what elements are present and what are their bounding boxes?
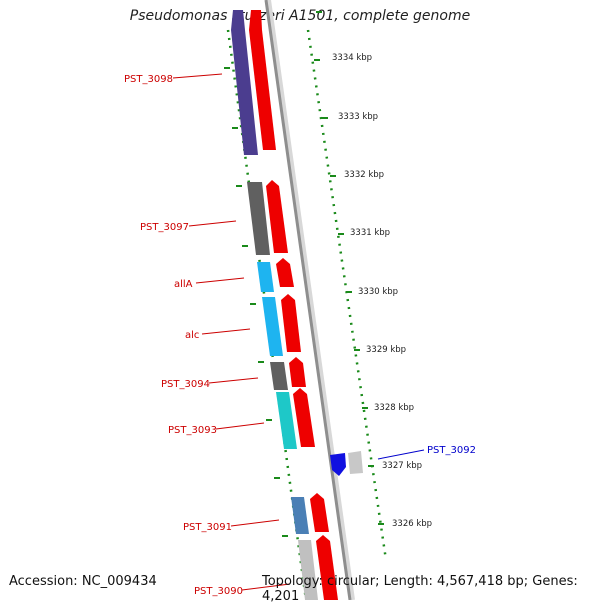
- gene-label-pst3098[interactable]: PST_3098: [124, 74, 173, 85]
- backbone-shadow: [265, 0, 355, 600]
- gene-pst3097-cds[interactable]: [247, 182, 270, 255]
- backbone: [264, 0, 352, 600]
- gene-alla-cds[interactable]: [257, 262, 274, 292]
- right-major-ticks: [314, 11, 384, 525]
- right-dotted-ruler: [306, 29, 388, 561]
- gene-pst3093-cds[interactable]: [276, 392, 297, 449]
- gene-label-pst3093[interactable]: PST_3093: [168, 425, 217, 436]
- scale-label: 3326 kbp: [392, 519, 432, 529]
- gene-label-pst3092[interactable]: PST_3092: [427, 445, 476, 456]
- map-title: Pseudomonas stutzeri A1501, complete gen…: [129, 8, 471, 24]
- gene-label-pst3094[interactable]: PST_3094: [161, 379, 210, 390]
- gene-pst3094-strand[interactable]: [289, 357, 306, 387]
- scale-label: 3327 kbp: [382, 461, 422, 471]
- gene-pst3098-cds[interactable]: [231, 30, 258, 155]
- gene-pst3091-cds[interactable]: [291, 497, 309, 534]
- accession-text: Accession: NC_009434: [9, 574, 157, 589]
- gene-pst3091-strand[interactable]: [310, 493, 329, 532]
- gene-label-pst3097[interactable]: PST_3097: [140, 222, 189, 233]
- gene-pst3098-strand[interactable]: [249, 30, 276, 150]
- left-major-ticks: [224, 67, 288, 537]
- gene-pst3090-cds[interactable]: [298, 540, 318, 600]
- gene-pst3094-cds[interactable]: [270, 362, 288, 390]
- gene-pst3090-strand[interactable]: [316, 535, 338, 600]
- gene-alla-strand[interactable]: [276, 258, 294, 287]
- gene-label-pst3091[interactable]: PST_3091: [183, 522, 232, 533]
- scale-label: 3330 kbp: [358, 287, 398, 297]
- scale-label: 3331 kbp: [350, 228, 390, 238]
- scale-label: 3334 kbp: [332, 53, 372, 63]
- gene-pst3092-strand[interactable]: [348, 451, 363, 474]
- scale-label: 3333 kbp: [338, 112, 378, 122]
- gene-pst3097-strand[interactable]: [266, 180, 288, 253]
- gene-pst3093-strand[interactable]: [293, 388, 315, 447]
- gene-label-alla[interactable]: allA: [174, 279, 193, 290]
- scale-label: 3329 kbp: [366, 345, 406, 355]
- gene-alc-cds[interactable]: [262, 297, 283, 356]
- gene-alc-strand[interactable]: [281, 294, 301, 352]
- gene-label-pst3090[interactable]: PST_3090: [194, 586, 243, 597]
- gene-pst3092-cds[interactable]: [330, 453, 346, 476]
- scale-label: 3332 kbp: [344, 170, 384, 180]
- scale-label: 3328 kbp: [374, 403, 414, 413]
- gene-label-alc[interactable]: alc: [185, 330, 199, 341]
